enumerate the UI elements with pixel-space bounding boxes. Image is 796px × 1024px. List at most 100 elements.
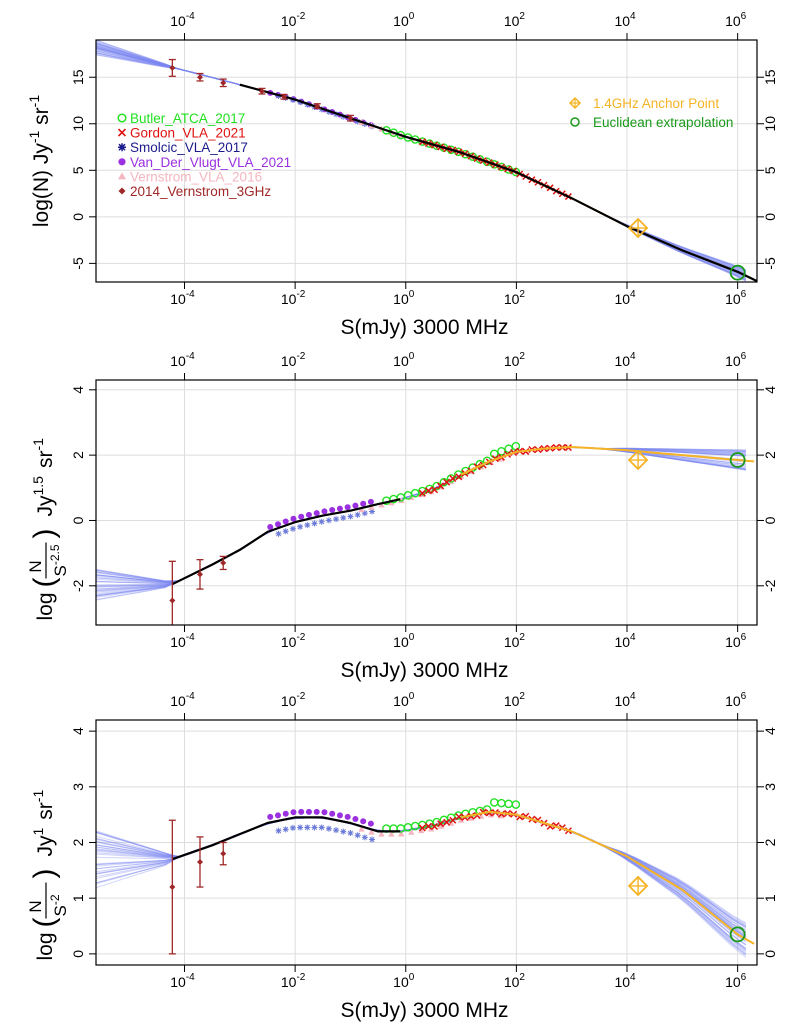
posterior-line — [96, 446, 746, 586]
legend-marker — [570, 117, 580, 127]
y-tick-label-right: -5 — [762, 257, 778, 270]
y-axis-label-paren-open: ( — [28, 918, 61, 928]
posterior-band — [96, 811, 747, 958]
posterior-line — [96, 446, 746, 583]
vlugt-point — [336, 505, 343, 512]
x-tick-label-top: 104 — [614, 11, 636, 29]
posterior-line — [96, 446, 746, 592]
x-axis-label: S(mJy) 3000 MHz — [340, 316, 508, 339]
x-tick-label-top: 102 — [504, 11, 526, 29]
vernstrom16-point — [398, 830, 405, 837]
vernstrom16-point — [368, 503, 375, 510]
posterior-line — [96, 446, 746, 592]
posterior-line — [96, 446, 746, 583]
posterior-line — [96, 811, 747, 952]
x-tick-label-bottom: 104 — [614, 632, 636, 650]
posterior-line — [96, 446, 746, 583]
smolcic-point — [282, 528, 289, 535]
posterior-line — [96, 446, 746, 600]
y-tick-label-left: 4 — [70, 386, 86, 394]
smolcic-point — [289, 525, 296, 532]
vlugt-point — [282, 810, 289, 817]
gordon-point — [418, 489, 426, 497]
gordon-point — [424, 822, 432, 830]
model-curve — [171, 816, 401, 861]
data-layer — [96, 798, 755, 958]
posterior-line — [96, 446, 746, 593]
x-tick-label-bottom: 102 — [504, 289, 526, 307]
butler-point — [504, 799, 513, 809]
vernstrom14-points — [168, 58, 354, 122]
y-axis-label: log (N S-2.5) Jy1.5sr-1 — [26, 438, 70, 621]
legend-marker — [118, 172, 126, 180]
legend-item: Smolcic_VLA_2017 — [118, 140, 248, 155]
vernstrom16-point — [358, 825, 365, 832]
smolcic-point — [311, 824, 318, 831]
grid — [96, 380, 757, 625]
vernstrom14-point — [347, 115, 354, 122]
vlugt-point — [321, 508, 328, 515]
y-tick-label-left: 1 — [70, 894, 86, 902]
y-tick-label-right: 0 — [762, 516, 778, 524]
smolcic-point — [369, 508, 376, 515]
vlugt-point — [344, 504, 351, 511]
vernstrom16-point — [467, 814, 475, 821]
posterior-line — [96, 446, 746, 584]
vernstrom14-point — [196, 74, 203, 81]
smolcic-point — [297, 824, 304, 831]
butler-point — [389, 128, 398, 138]
y-axis-label-paren-close: ) — [28, 869, 61, 879]
x-tick-label-top: 106 — [725, 351, 747, 369]
vlugt-point — [274, 812, 281, 819]
posterior-line — [96, 446, 746, 590]
vlugt-point — [344, 813, 351, 820]
legend-label: Euclidean extrapolation — [593, 115, 733, 130]
vlugt-point — [313, 808, 320, 815]
vlugt-point — [290, 809, 297, 816]
legend-label: Smolcic_VLA_2017 — [130, 140, 248, 155]
vernstrom16-point — [368, 828, 375, 835]
vernstrom14-point — [169, 64, 176, 71]
x-tick-label-top: 10-4 — [170, 11, 195, 29]
butler-point — [497, 446, 506, 456]
x-tick-label-top: 106 — [725, 691, 747, 709]
butler-point — [497, 798, 506, 808]
x-tick-label-bottom: 10-2 — [281, 632, 306, 650]
y-axis-label-text: log(N) Jy-1 sr-1 — [26, 95, 53, 227]
vlugt-point — [298, 808, 305, 815]
posterior-line — [96, 446, 746, 585]
butler-point — [489, 798, 499, 807]
posterior-line — [96, 446, 746, 582]
grid — [96, 720, 757, 965]
butler-point — [511, 800, 521, 809]
vernstrom16-point — [388, 830, 395, 837]
y-axis-label-paren-close: ) — [28, 529, 61, 539]
legend-item: Butler_ATCA_2017 — [117, 111, 245, 126]
survey-points — [267, 798, 572, 843]
posterior-line — [96, 446, 746, 582]
anchor-point-cross — [629, 219, 648, 238]
legend-label: 2014_Vernstrom_3GHz — [130, 184, 271, 199]
extrapolation-line — [460, 445, 755, 476]
vernstrom14-point — [169, 884, 176, 891]
plot-frame — [95, 39, 758, 283]
vlugt-point — [329, 506, 336, 513]
legend-item: 1.4GHz Anchor Point — [568, 96, 719, 111]
legend-marker — [117, 113, 127, 123]
x-tick-label-top: 106 — [725, 11, 747, 29]
smolcic-point — [340, 828, 347, 835]
x-tick-label-top: 10-2 — [281, 351, 306, 369]
panel-1: 10-410-410-210-2100100102102104104106106… — [26, 11, 778, 339]
panel-3: 10-410-410-210-2100100102102104104106106… — [26, 691, 778, 1022]
y-axis-label-denominator: S-2 — [48, 894, 70, 916]
x-tick-label-bottom: 102 — [504, 632, 526, 650]
y-axis-label-units: Jy1.5sr-1 — [30, 438, 57, 517]
y-axis-label-log: log — [34, 592, 57, 620]
vernstrom14-point — [220, 79, 227, 86]
posterior-line — [96, 446, 746, 586]
anchor-point — [627, 875, 649, 897]
smolcic-point — [282, 826, 289, 833]
x-tick-label-top: 102 — [504, 351, 526, 369]
legend-marker — [118, 158, 126, 166]
